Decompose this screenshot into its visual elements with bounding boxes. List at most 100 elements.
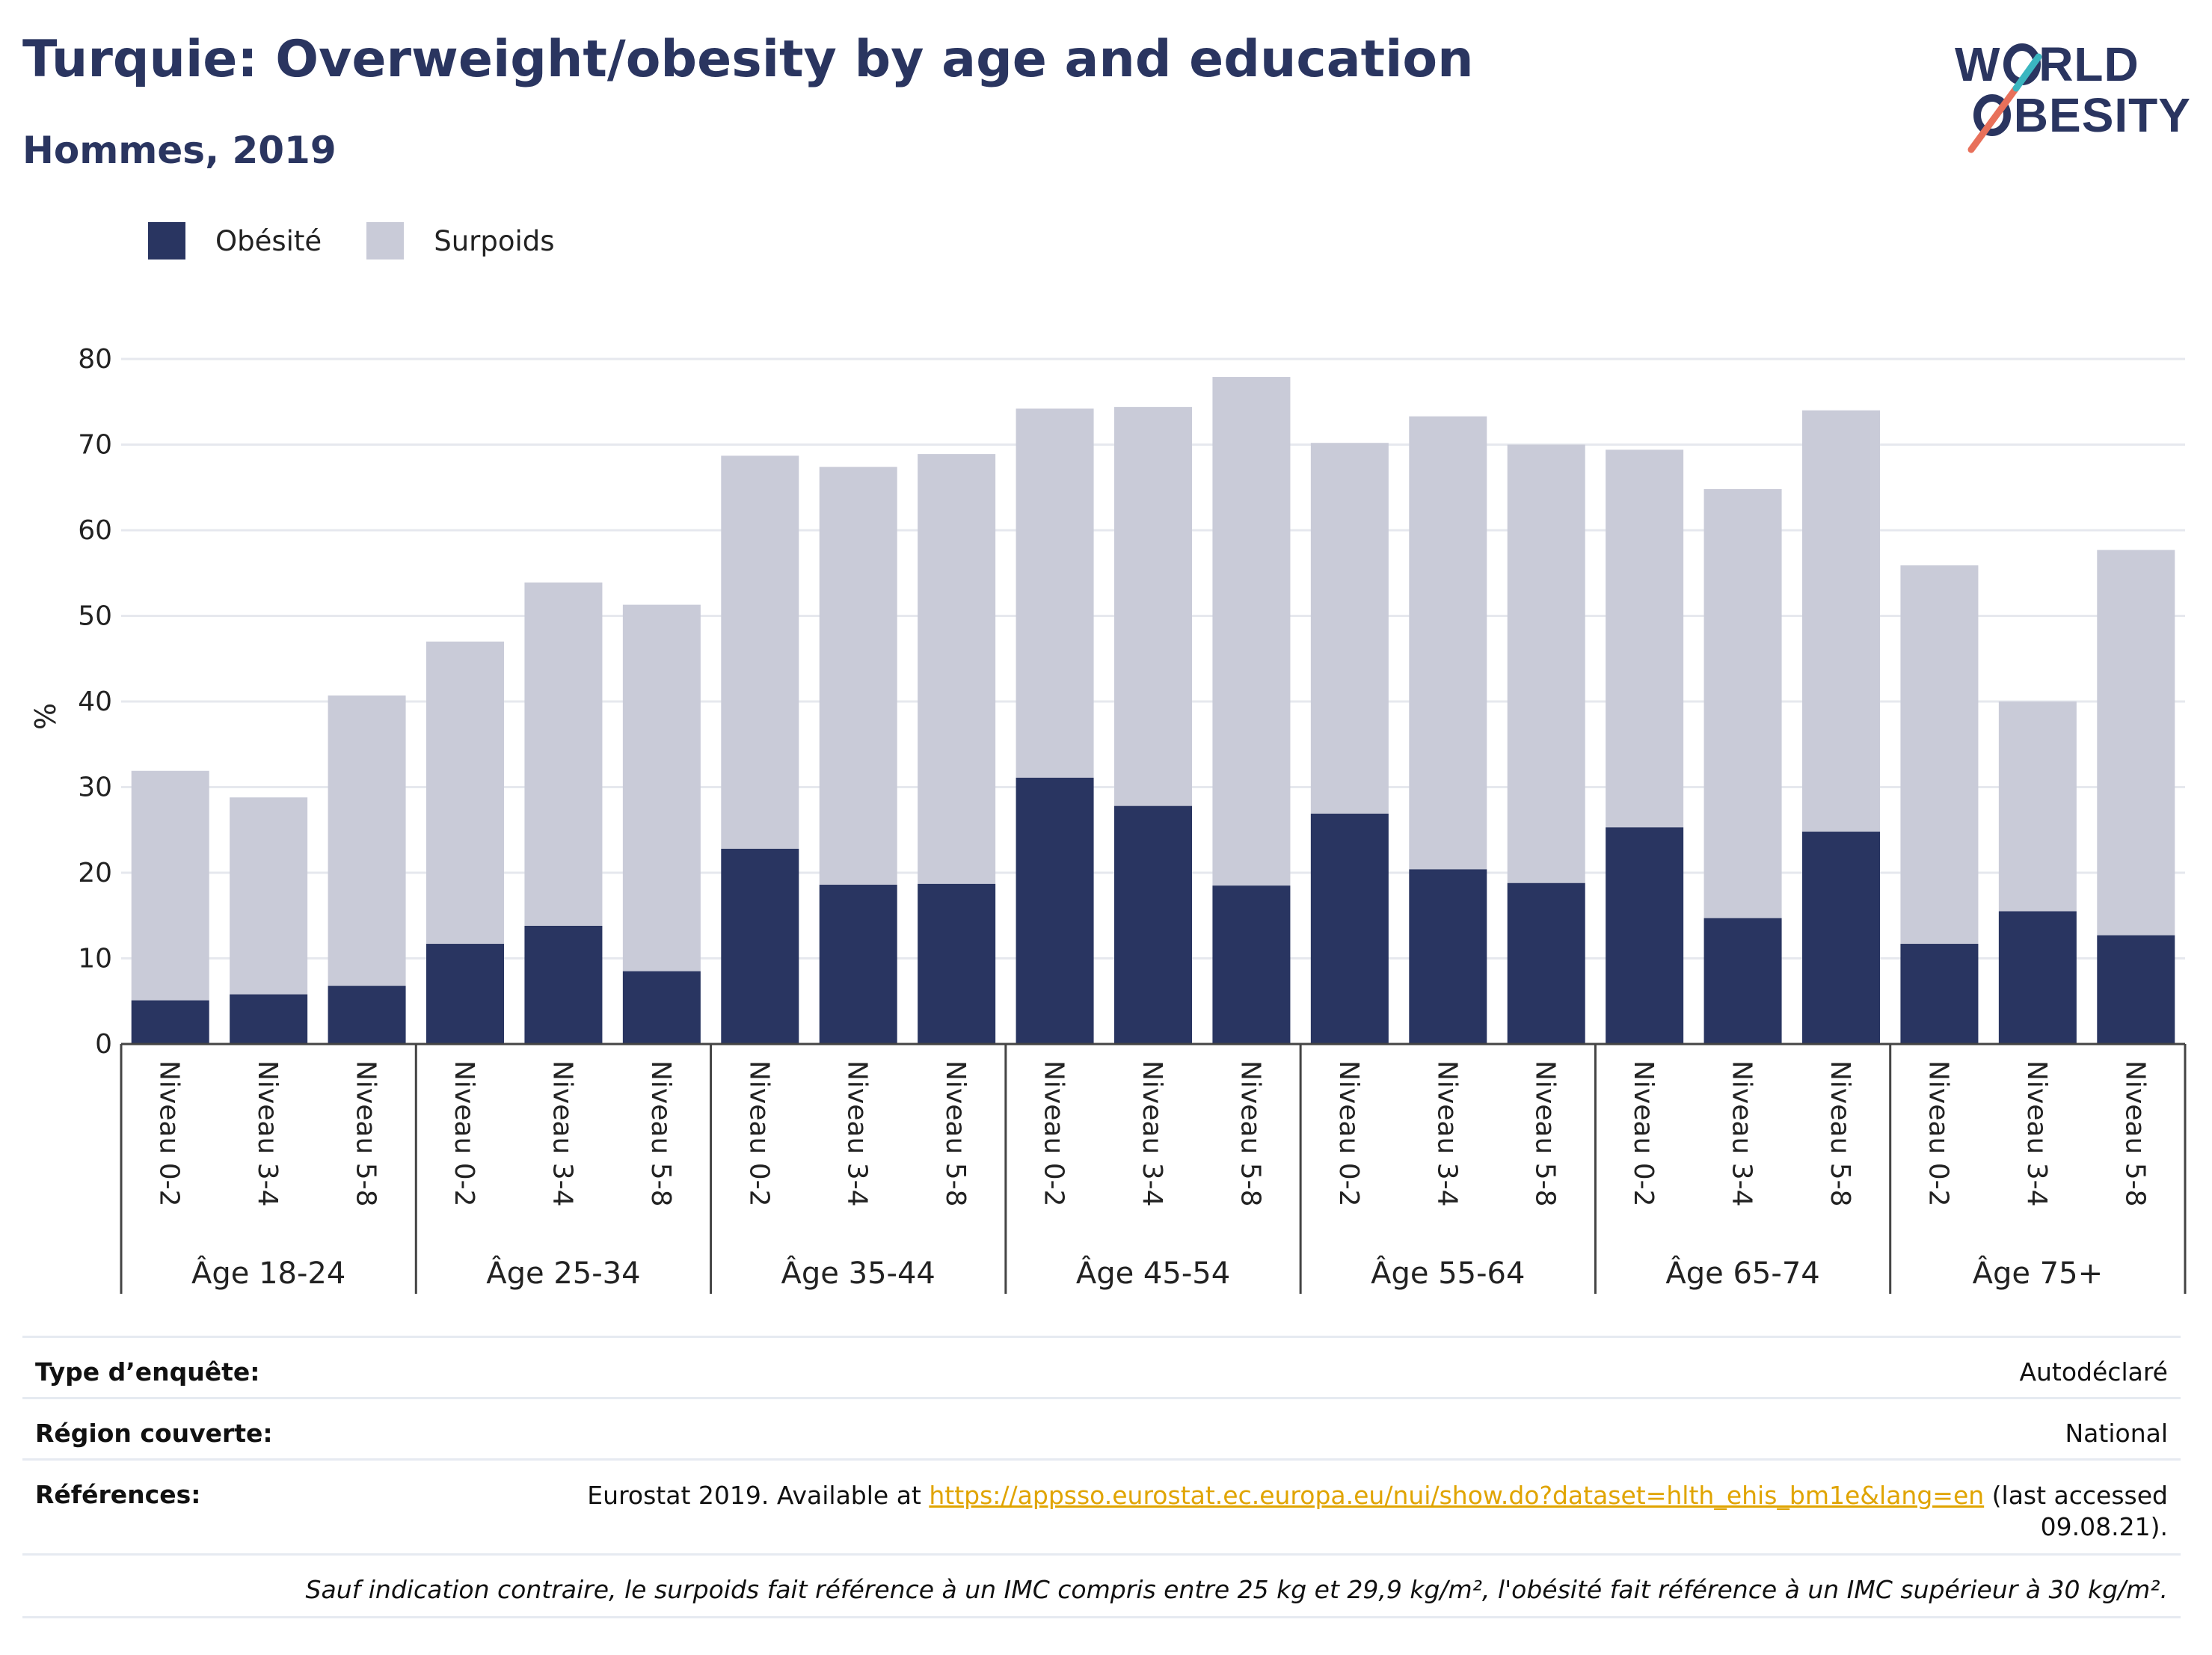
region-label: Région couverte: (35, 1419, 273, 1448)
bar-obesity (1802, 832, 1880, 1044)
legend-label-overweight: Surpoids (434, 224, 555, 257)
x-tick-label-level: Niveau 5-8 (351, 1060, 381, 1207)
bar-overweight (1016, 408, 1094, 778)
y-tick-label: 60 (78, 515, 112, 546)
info-row-survey-type: Type d’enquête: Autodéclaré (22, 1336, 2181, 1398)
bar-obesity (1606, 827, 1684, 1044)
x-group-label: Âge 65-74 (1665, 1255, 1819, 1291)
bar-obesity (1900, 944, 1979, 1044)
region-value: National (2065, 1419, 2168, 1448)
info-row-references: Références: Eurostat 2019. Available at … (22, 1458, 2181, 1554)
legend-item-overweight[interactable]: Surpoids (366, 222, 555, 260)
logo-slash-teal (2012, 53, 2042, 92)
references-value: Eurostat 2019. Available at https://apps… (587, 1480, 2168, 1543)
stacked-bar-chart: 0 10 20 30 40 50 60 70 80% Niveau 0-2 Niveau 3-4 Ni… (29, 344, 2187, 1294)
y-tick-label: 30 (78, 773, 112, 803)
references-link[interactable]: https://appsso.eurostat.ec.europa.eu/nui… (929, 1481, 1985, 1510)
x-group-label: Âge 55-64 (1371, 1255, 1525, 1291)
x-tick-label-level: Niveau 0-2 (743, 1060, 774, 1207)
bar-overweight (426, 641, 504, 945)
x-tick-label-level: Niveau 0-2 (1628, 1060, 1659, 1207)
x-tick-label-level: Niveau 0-2 (449, 1060, 479, 1207)
info-row-note: Sauf indication contraire, le surpoids f… (22, 1553, 2181, 1618)
x-group-label: Âge 45-54 (1076, 1255, 1230, 1291)
bar-overweight (328, 695, 406, 986)
x-tick-label-level: Niveau 3-4 (252, 1060, 283, 1207)
legend-label-obesity: Obésité (215, 224, 322, 257)
bar-overweight (1998, 701, 2077, 912)
x-tick-label-level: Niveau 5-8 (2119, 1060, 2150, 1207)
bar-obesity (721, 848, 799, 1044)
bar-obesity (131, 1000, 209, 1044)
bar-overweight (2097, 550, 2175, 936)
bar-overweight (1802, 410, 1880, 832)
y-tick-label: 80 (78, 344, 112, 375)
x-tick-label-level: Niveau 0-2 (1333, 1060, 1364, 1207)
bar-overweight (622, 604, 701, 971)
bar-overweight (1703, 489, 1782, 918)
legend-swatch-obesity (148, 222, 185, 260)
x-tick-label-level: Niveau 3-4 (842, 1060, 873, 1207)
bar-obesity (524, 925, 603, 1044)
references-prefix: Eurostat 2019. Available at (587, 1481, 930, 1510)
bar-obesity (1016, 777, 1094, 1044)
bar-obesity (1998, 911, 2077, 1044)
y-tick-label: 70 (78, 430, 112, 461)
bar-overweight (1212, 377, 1291, 886)
logo-o-lower (1973, 94, 2011, 136)
bar-overweight (819, 467, 897, 885)
x-tick-label-level: Niveau 5-8 (1530, 1060, 1561, 1207)
world-obesity-logo: WORLD OBESITY (1955, 37, 2190, 153)
logo-slash-coral (1967, 85, 2020, 153)
bar-overweight (1900, 565, 1979, 945)
chart-subtitle: Hommes, 2019 (22, 129, 337, 172)
bar-overweight (918, 454, 996, 884)
x-tick-label-level: Niveau 5-8 (1825, 1060, 1855, 1207)
info-row-region: Région couverte: National (22, 1397, 2181, 1459)
references-suffix: (last accessed (1984, 1481, 2168, 1510)
bar-overweight (131, 770, 209, 1001)
definition-note: Sauf indication contraire, le surpoids f… (305, 1575, 2168, 1604)
survey-type-value: Autodéclaré (2019, 1357, 2168, 1387)
bar-obesity (426, 944, 504, 1044)
bar-overweight (721, 455, 799, 849)
x-tick-label-level: Niveau 3-4 (1727, 1060, 1757, 1207)
chart-title: Turquie: Overweight/obesity by age and e… (22, 30, 1474, 89)
references-line-1: Eurostat 2019. Available at https://apps… (587, 1480, 2168, 1511)
bar-overweight (524, 582, 603, 926)
bar-overweight (1507, 444, 1585, 883)
x-tick-label-level: Niveau 0-2 (154, 1060, 185, 1207)
y-tick-label: 10 (78, 944, 112, 974)
legend-item-obesity[interactable]: Obésité (148, 222, 322, 260)
bar-overweight (230, 797, 308, 995)
x-tick-label-level: Niveau 5-8 (645, 1060, 676, 1207)
survey-type-label: Type d’enquête: (35, 1357, 260, 1387)
bar-obesity (1507, 882, 1585, 1044)
x-tick-label-level: Niveau 5-8 (1235, 1060, 1265, 1207)
bar-overweight (1409, 416, 1487, 870)
info-table-bottom-rule (22, 1616, 2181, 1619)
references-label: Références: (35, 1480, 201, 1509)
logo-line-world: WORLD (1955, 37, 2139, 91)
bar-obesity (1114, 805, 1192, 1044)
bar-obesity (1212, 885, 1291, 1044)
bar-obesity (1409, 869, 1487, 1044)
x-group-label: Âge 18-24 (191, 1255, 345, 1291)
y-tick-label: 50 (78, 601, 112, 632)
bar-obesity (328, 986, 406, 1044)
x-group-label: Âge 35-44 (781, 1255, 936, 1291)
y-tick-label: 20 (78, 858, 112, 888)
bar-obesity (230, 994, 308, 1044)
x-tick-label-level: Niveau 3-4 (547, 1060, 577, 1207)
y-tick-label: 40 (78, 687, 112, 717)
references-line-2: 09.08.21). (2040, 1512, 2168, 1541)
chart-legend: Obésité Surpoids (148, 221, 600, 260)
legend-swatch-overweight (366, 222, 405, 260)
x-group-label: Âge 25-34 (486, 1255, 640, 1291)
x-tick-label-level: Niveau 5-8 (940, 1060, 971, 1207)
bar-obesity (819, 885, 897, 1044)
x-tick-label-level: Niveau 3-4 (1431, 1060, 1462, 1207)
x-group-label: Âge 75+ (1973, 1255, 2104, 1291)
bar-obesity (918, 883, 996, 1044)
bar-obesity (1703, 918, 1782, 1044)
